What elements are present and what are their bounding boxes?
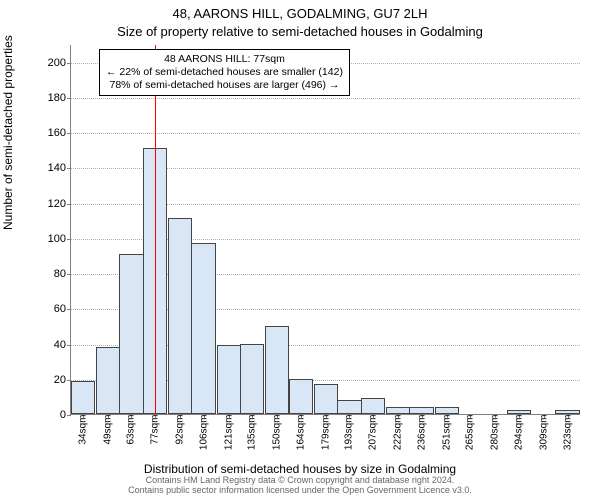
chart-container: 48, AARONS HILL, GODALMING, GU7 2LH Size… bbox=[0, 0, 600, 500]
histogram-bar bbox=[96, 347, 120, 414]
y-tick-mark bbox=[67, 415, 71, 416]
x-tick-label: 222sqm bbox=[393, 415, 404, 451]
x-tick-label: 63sqm bbox=[126, 415, 137, 445]
histogram-bar bbox=[71, 381, 95, 414]
annotation-line-3: 78% of semi-detached houses are larger (… bbox=[106, 79, 343, 92]
histogram-bar bbox=[168, 218, 192, 414]
property-marker-line bbox=[155, 45, 156, 414]
y-tick-label: 0 bbox=[60, 409, 66, 421]
y-tick-label: 60 bbox=[54, 303, 66, 315]
x-axis-label: Distribution of semi-detached houses by … bbox=[0, 462, 600, 476]
chart-title-2: Size of property relative to semi-detach… bbox=[0, 24, 600, 39]
histogram-bar bbox=[265, 326, 289, 414]
footer-line-2: Contains public sector information licen… bbox=[0, 486, 600, 496]
x-tick-label: 77sqm bbox=[149, 415, 160, 445]
x-tick-label: 121sqm bbox=[223, 415, 234, 451]
x-tick-label: 280sqm bbox=[490, 415, 501, 451]
x-tick-label: 179sqm bbox=[321, 415, 332, 451]
y-tick-label: 80 bbox=[54, 268, 66, 280]
x-tick-label: 193sqm bbox=[344, 415, 355, 451]
y-tick-label: 120 bbox=[48, 198, 66, 210]
y-tick-mark bbox=[67, 133, 71, 134]
x-tick-label: 207sqm bbox=[367, 415, 378, 451]
histogram-bar bbox=[119, 254, 143, 414]
y-tick-label: 140 bbox=[48, 162, 66, 174]
histogram-bar bbox=[361, 398, 385, 414]
y-tick-mark bbox=[67, 345, 71, 346]
annotation-box: 48 AARONS HILL: 77sqm ← 22% of semi-deta… bbox=[99, 49, 350, 96]
x-tick-label: 106sqm bbox=[198, 415, 209, 451]
y-tick-mark bbox=[67, 98, 71, 99]
histogram-bar bbox=[217, 345, 241, 414]
histogram-bar bbox=[386, 407, 410, 414]
x-tick-label: 323sqm bbox=[562, 415, 573, 451]
histogram-bar bbox=[240, 344, 264, 414]
y-tick-label: 20 bbox=[54, 374, 66, 386]
annotation-line-2: ← 22% of semi-detached houses are smalle… bbox=[106, 66, 343, 79]
y-tick-mark bbox=[67, 63, 71, 64]
histogram-bar bbox=[337, 400, 361, 414]
x-tick-label: 164sqm bbox=[295, 415, 306, 451]
y-tick-mark bbox=[67, 309, 71, 310]
y-tick-label: 40 bbox=[54, 339, 66, 351]
y-tick-mark bbox=[67, 239, 71, 240]
histogram-bar bbox=[289, 379, 313, 414]
chart-title-1: 48, AARONS HILL, GODALMING, GU7 2LH bbox=[0, 6, 600, 21]
x-tick-label: 92sqm bbox=[175, 415, 186, 445]
x-tick-label: 135sqm bbox=[247, 415, 258, 451]
plot-area: 48 AARONS HILL: 77sqm ← 22% of semi-deta… bbox=[70, 45, 580, 415]
gridline bbox=[71, 98, 580, 99]
x-tick-label: 251sqm bbox=[441, 415, 452, 451]
footer-attribution: Contains HM Land Registry data © Crown c… bbox=[0, 476, 600, 496]
y-tick-mark bbox=[67, 204, 71, 205]
histogram-bar bbox=[314, 384, 338, 414]
x-tick-label: 34sqm bbox=[77, 415, 88, 445]
y-tick-label: 160 bbox=[48, 127, 66, 139]
y-tick-labels: 020406080100120140160180200 bbox=[0, 45, 70, 415]
annotation-line-1: 48 AARONS HILL: 77sqm bbox=[106, 53, 343, 66]
gridline bbox=[71, 133, 580, 134]
x-tick-label: 236sqm bbox=[416, 415, 427, 451]
y-tick-label: 100 bbox=[48, 233, 66, 245]
histogram-bar bbox=[435, 407, 459, 414]
x-tick-label: 49sqm bbox=[102, 415, 113, 445]
y-tick-label: 180 bbox=[48, 92, 66, 104]
y-tick-label: 200 bbox=[48, 57, 66, 69]
x-tick-label: 294sqm bbox=[513, 415, 524, 451]
y-tick-mark bbox=[67, 168, 71, 169]
x-tick-label: 309sqm bbox=[539, 415, 550, 451]
y-tick-mark bbox=[67, 274, 71, 275]
x-tick-label: 150sqm bbox=[272, 415, 283, 451]
x-tick-label: 265sqm bbox=[465, 415, 476, 451]
histogram-bar bbox=[409, 407, 433, 414]
histogram-bar bbox=[191, 243, 215, 414]
